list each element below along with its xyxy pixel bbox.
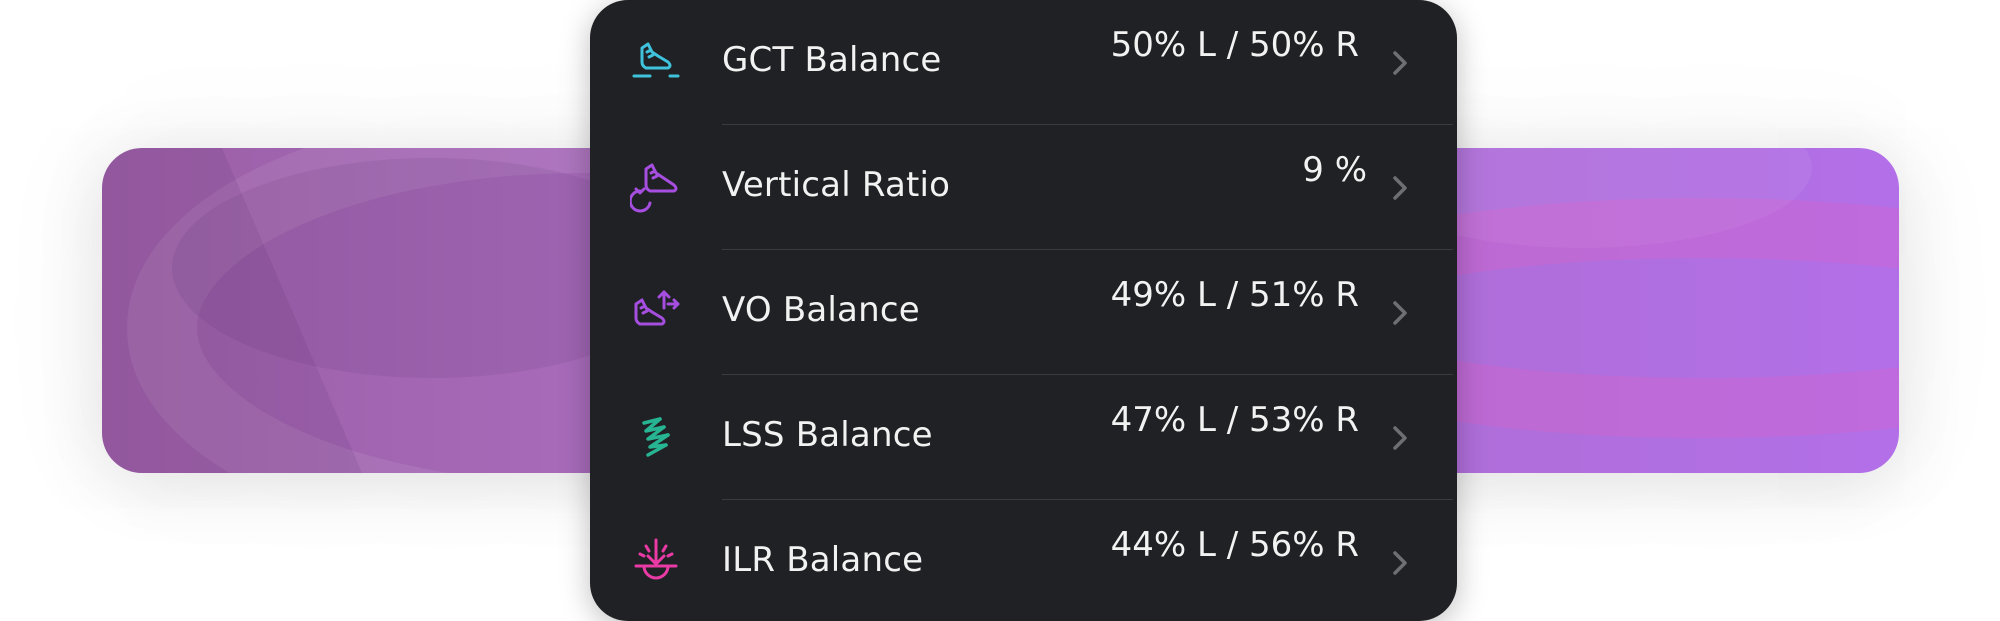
row-divider (722, 374, 1453, 375)
metric-label: Vertical Ratio (722, 165, 951, 205)
chevron-right-icon (1389, 173, 1411, 203)
shoe-rotate-icon (630, 161, 682, 213)
chevron-right-icon (1389, 548, 1411, 578)
row-divider (722, 124, 1453, 125)
row-divider (722, 499, 1453, 500)
running-shoe-ground-icon (630, 36, 682, 88)
metric-value: 44% L / 56% R (1110, 525, 1359, 565)
chevron-right-icon (1389, 423, 1411, 453)
metric-label: GCT Balance (722, 40, 942, 80)
impact-arrow-icon (630, 536, 682, 588)
metric-row-gct-balance[interactable]: GCT Balance 50% L / 50% R (590, 0, 1457, 125)
shoe-vertical-arrows-icon (630, 286, 682, 338)
metric-label: VO Balance (722, 290, 920, 330)
metric-row-lss-balance[interactable]: LSS Balance 47% L / 53% R (590, 375, 1457, 500)
metric-label: LSS Balance (722, 415, 933, 455)
metric-row-vo-balance[interactable]: VO Balance 49% L / 51% R (590, 250, 1457, 375)
chevron-right-icon (1389, 48, 1411, 78)
chevron-right-icon (1389, 298, 1411, 328)
metric-value: 47% L / 53% R (1110, 400, 1359, 440)
metric-row-vertical-ratio[interactable]: Vertical Ratio 9 % (590, 125, 1457, 250)
spring-icon (630, 411, 682, 463)
metric-label: ILR Balance (722, 540, 924, 580)
metric-value: 49% L / 51% R (1110, 275, 1359, 315)
metric-value: 50% L / 50% R (1110, 25, 1359, 65)
metric-row-ilr-balance[interactable]: ILR Balance 44% L / 56% R (590, 500, 1457, 621)
row-divider (722, 249, 1453, 250)
metrics-card: GCT Balance 50% L / 50% R Vertical Ratio… (590, 0, 1457, 621)
metric-value: 9 % (1302, 150, 1367, 190)
